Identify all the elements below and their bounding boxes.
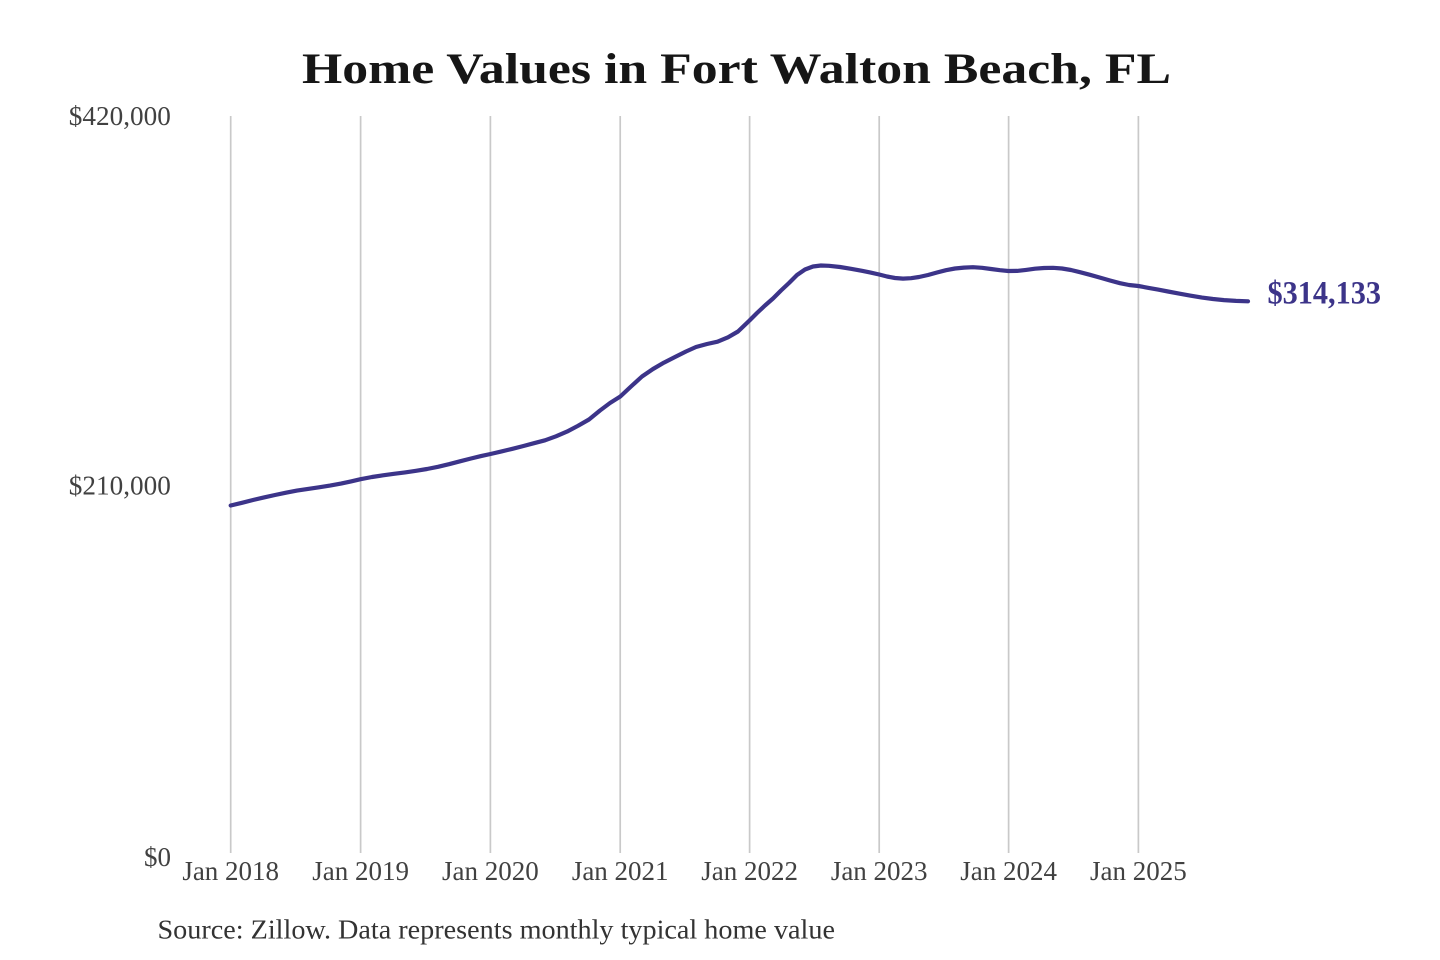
svg-text:Jan 2024: Jan 2024 — [960, 856, 1057, 886]
svg-text:$420,000: $420,000 — [69, 101, 171, 131]
svg-text:Jan 2018: Jan 2018 — [182, 856, 279, 886]
svg-text:Jan 2022: Jan 2022 — [701, 856, 798, 886]
svg-text:Home Values in Fort Walton Bea: Home Values in Fort Walton Beach, FL — [302, 46, 1171, 93]
svg-text:Source: Zillow. Data represent: Source: Zillow. Data represents monthly … — [158, 915, 836, 945]
svg-text:$0: $0 — [144, 842, 171, 872]
svg-text:$314,133: $314,133 — [1268, 276, 1382, 312]
svg-text:Jan 2021: Jan 2021 — [572, 856, 669, 886]
svg-text:Jan 2025: Jan 2025 — [1090, 856, 1187, 886]
svg-text:$210,000: $210,000 — [69, 470, 171, 500]
svg-text:Jan 2019: Jan 2019 — [312, 856, 409, 886]
svg-text:Jan 2023: Jan 2023 — [831, 856, 928, 886]
svg-text:Jan 2020: Jan 2020 — [442, 856, 539, 886]
